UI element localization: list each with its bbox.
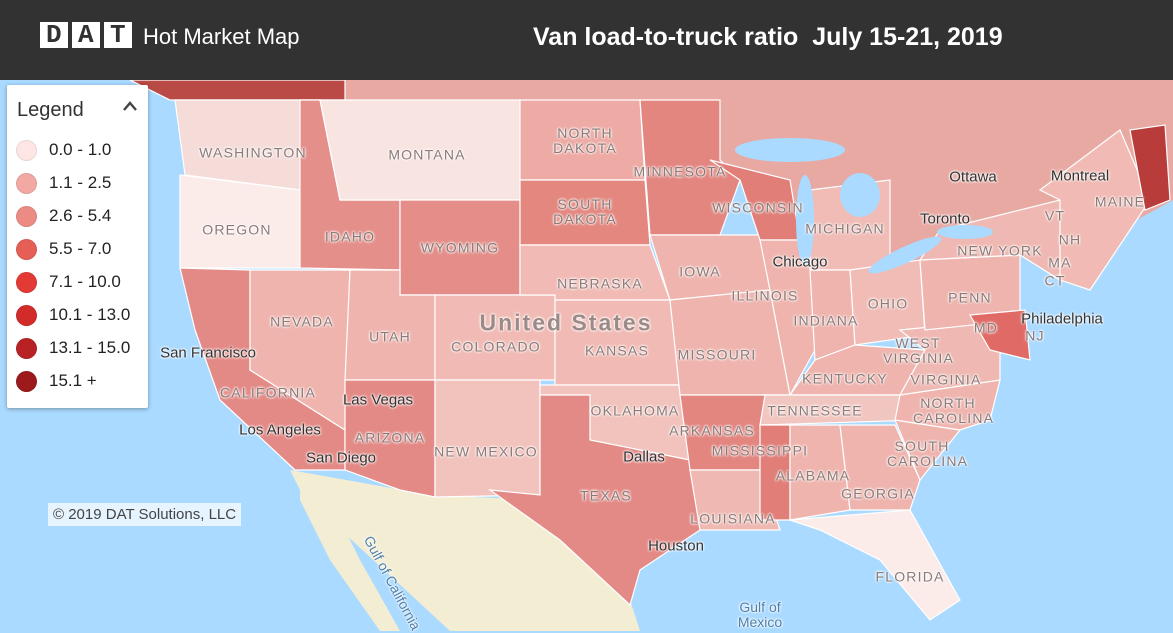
great-lakes <box>735 138 993 274</box>
legend-swatch <box>16 238 37 260</box>
state-shape <box>399 199 521 296</box>
map <box>0 80 1173 631</box>
states <box>129 80 1171 621</box>
legend-item: 2.6 - 5.4 <box>16 204 111 228</box>
legend-item: 1.1 - 2.5 <box>16 171 111 195</box>
state-shape <box>1038 129 1151 291</box>
mexico <box>290 470 640 631</box>
legend-label: 7.1 - 10.0 <box>49 272 121 291</box>
lake <box>937 225 993 239</box>
lake <box>868 236 942 274</box>
legend-swatch <box>16 370 37 392</box>
legend-swatch <box>16 172 37 194</box>
chevron <box>123 101 137 111</box>
legend-swatch <box>16 205 37 227</box>
legend-label: 15.1 + <box>49 371 97 390</box>
state-shape <box>669 289 791 396</box>
state-shape <box>1129 124 1171 211</box>
state-shape <box>179 174 301 269</box>
legend-label: 10.1 - 13.0 <box>49 305 131 324</box>
legend-item: 5.5 - 7.0 <box>16 237 111 261</box>
lake <box>840 173 880 217</box>
canada <box>130 80 1173 280</box>
legend-item: 13.1 - 15.0 <box>16 336 130 360</box>
logo: DAT <box>46 20 143 50</box>
state-shape <box>554 299 681 386</box>
legend-item: 15.1 + <box>16 369 97 393</box>
state-shape <box>487 394 701 607</box>
state-shape <box>918 199 1061 282</box>
copyright: © 2019 DAT Solutions, LLC <box>48 503 242 526</box>
logo-box <box>104 22 132 48</box>
state-shape <box>519 99 646 181</box>
title: Van load-to-truck ratio July 15-21, 2019 <box>533 23 1003 51</box>
logo-box <box>72 22 100 48</box>
legend-swatch <box>16 304 37 326</box>
lake <box>796 175 814 265</box>
state-shape <box>809 269 856 361</box>
state-shape <box>319 99 521 201</box>
legend-item: 7.1 - 10.0 <box>16 270 121 294</box>
baja <box>300 480 400 631</box>
legend: Legend 0.0 - 1.0 1.1 - 2.5 2.6 - 5.4 5.5 - … <box>7 85 148 408</box>
legend-title: Legend <box>17 99 84 121</box>
lake <box>735 138 845 162</box>
state-shape <box>434 294 556 381</box>
state-shape <box>519 244 671 301</box>
state-shape <box>519 179 651 246</box>
state-shape <box>789 509 961 621</box>
state-shape <box>759 424 791 521</box>
logo-box <box>40 22 68 48</box>
legend-swatch <box>16 271 37 293</box>
legend-swatch <box>16 139 37 161</box>
state-shape <box>679 394 771 471</box>
header: DAT Hot Market Map Van load-to-truck rat… <box>0 0 1173 80</box>
state-shape <box>839 424 921 511</box>
legend-item: 10.1 - 13.0 <box>16 303 130 327</box>
legend-label: 13.1 - 15.0 <box>49 338 131 357</box>
legend-label: 0.0 - 1.0 <box>49 140 112 159</box>
state-shape <box>434 379 541 498</box>
legend-label: 2.6 - 5.4 <box>49 206 112 225</box>
state-shape <box>969 309 1031 361</box>
legend-toggle[interactable] <box>121 99 139 113</box>
legend-label: 5.5 - 7.0 <box>49 239 112 258</box>
state-shape <box>344 379 436 498</box>
legend-item: 0.0 - 1.0 <box>16 138 111 162</box>
legend-swatch <box>16 337 37 359</box>
state-shape <box>649 234 771 301</box>
legend-label: 1.1 - 2.5 <box>49 173 112 192</box>
app-name: Hot Market Map <box>143 24 300 49</box>
state-shape <box>689 469 781 531</box>
state-shape <box>789 424 851 521</box>
